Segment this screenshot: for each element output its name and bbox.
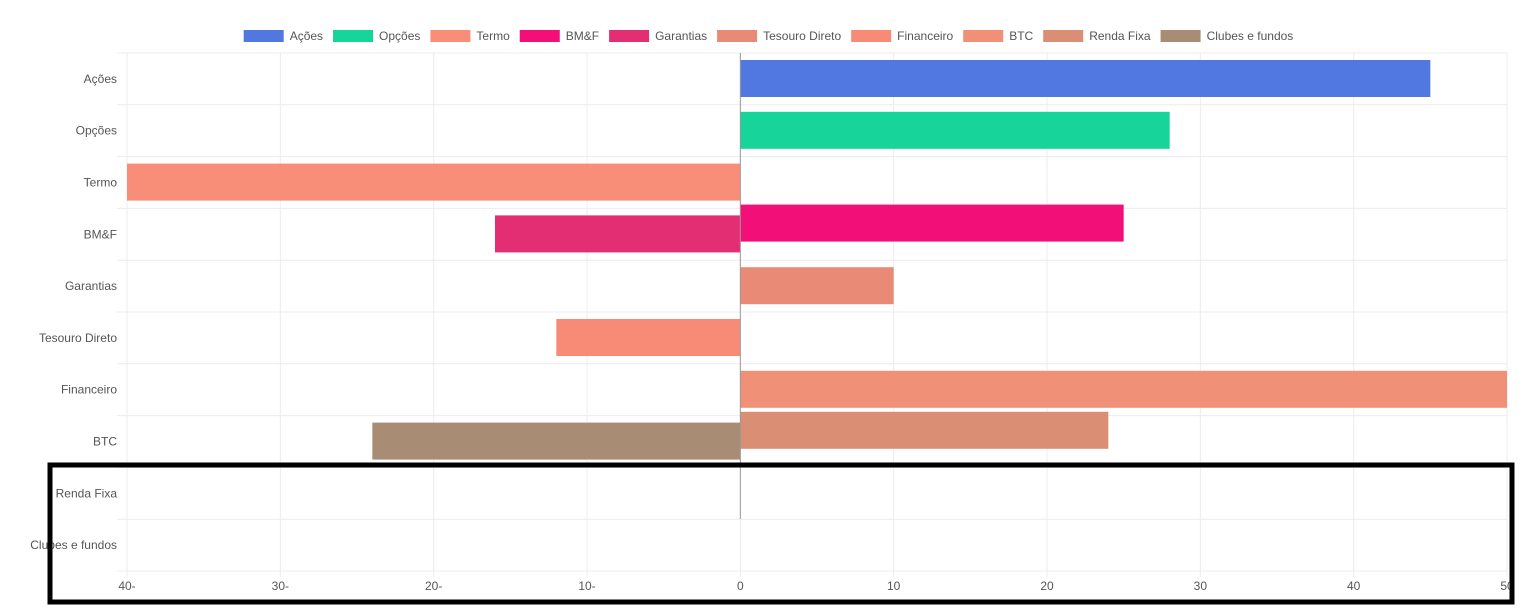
legend-swatch (851, 30, 892, 42)
bar-btc[interactable] (740, 370, 1507, 408)
legend-item-btc[interactable]: BTC (963, 29, 1034, 43)
legend-item-opcoes[interactable]: Opções (333, 29, 420, 43)
legend-swatch (333, 30, 374, 42)
legend-label: Opções (379, 29, 420, 43)
legend-item-renda-fixa[interactable]: Renda Fixa (1043, 29, 1151, 43)
bar-termo[interactable] (127, 163, 741, 201)
x-tick-label: 40 (1347, 579, 1361, 593)
legend-label: BTC (1009, 29, 1033, 43)
legend-swatch (430, 30, 471, 42)
legend-label: Tesouro Direto (763, 29, 841, 43)
legend-item-tesouro-direto[interactable]: Tesouro Direto (717, 29, 841, 43)
bar-renda-fixa[interactable] (740, 411, 1109, 449)
bar-financeiro[interactable] (556, 319, 741, 356)
legend-label: Ações (290, 29, 323, 43)
legend-swatch (609, 30, 650, 42)
legend-label: Renda Fixa (1089, 29, 1151, 43)
y-tick-label: Financeiro (61, 383, 117, 397)
legend-swatch (717, 30, 758, 42)
legend-label: Clubes e fundos (1207, 29, 1294, 43)
legend-label: BM&F (566, 29, 599, 43)
legend-swatch (519, 30, 560, 42)
x-tick-label: 10 (887, 579, 901, 593)
legend-swatch (1160, 30, 1201, 42)
legend[interactable]: Ações Opções Termo BM&F Garantias Tesouro Dir… (243, 29, 1294, 43)
y-tick-label: Clubes e fundos (30, 538, 117, 552)
y-tick-label: Tesouro Direto (39, 331, 117, 345)
legend-label: Financeiro (897, 29, 953, 43)
bar-clubes-e-fundos[interactable] (372, 422, 741, 460)
y-tick-label: Renda Fixa (56, 486, 118, 500)
bar-opcoes[interactable] (740, 111, 1170, 149)
highlight-box (47, 462, 1515, 605)
x-tick-label: 30 (1194, 579, 1208, 593)
y-tick-label: BM&F (84, 227, 117, 241)
legend-item-termo[interactable]: Termo (430, 29, 510, 43)
x-tick-label: 20 (1040, 579, 1054, 593)
x-tick-label: 20- (425, 579, 442, 593)
legend-item-acoes[interactable]: Ações (243, 29, 323, 43)
bar-acoes[interactable] (740, 60, 1431, 97)
y-tick-label: Garantias (65, 279, 117, 293)
legend-item-garantias[interactable]: Garantias (609, 29, 707, 43)
x-tick-label: 30- (272, 579, 289, 593)
legend-label: Termo (476, 29, 510, 43)
x-tick-label: 10- (578, 579, 595, 593)
y-tick-label: BTC (93, 435, 117, 449)
legend-item-clubes-e-fundos[interactable]: Clubes e fundos (1160, 29, 1294, 43)
bar-garantias[interactable] (495, 215, 741, 253)
y-tick-label: Opções (76, 124, 117, 138)
legend-swatch (243, 30, 284, 42)
x-tick-label: 0 (737, 579, 744, 593)
bar-tesouro-direto[interactable] (740, 267, 894, 305)
y-tick-label: Termo (84, 176, 118, 190)
legend-label: Garantias (655, 29, 707, 43)
y-tick-label: Ações (84, 72, 117, 86)
bar-bm-f[interactable] (740, 204, 1124, 242)
grid (117, 52, 1508, 577)
legend-swatch (963, 30, 1004, 42)
legend-item-bm-f[interactable]: BM&F (519, 29, 599, 43)
bars (127, 60, 1507, 460)
x-tick-label: 40- (118, 579, 135, 593)
legend-item-financeiro[interactable]: Financeiro (851, 29, 954, 43)
legend-swatch (1043, 30, 1084, 42)
